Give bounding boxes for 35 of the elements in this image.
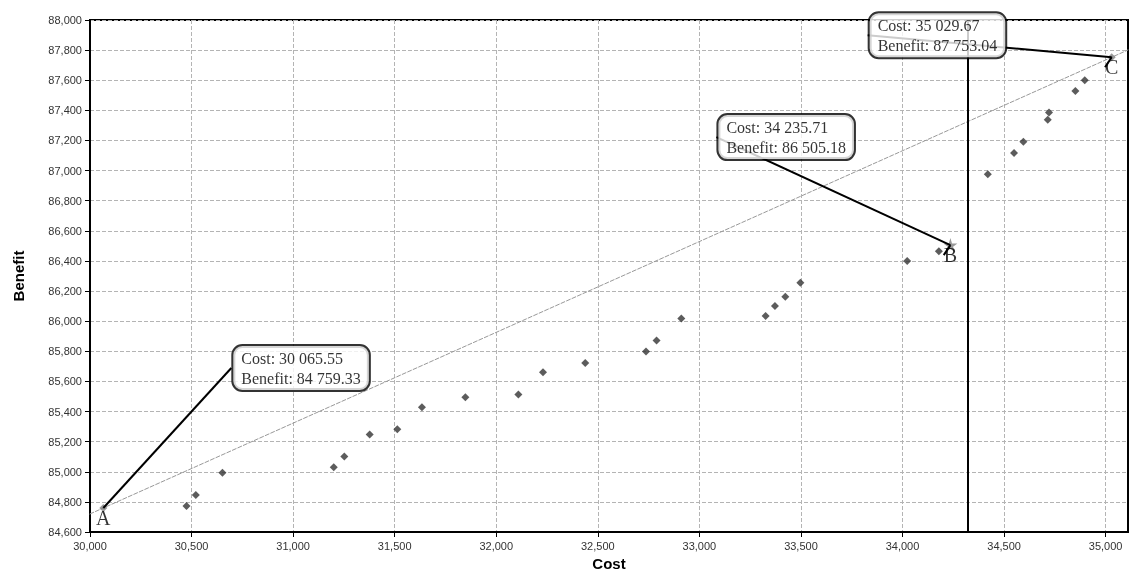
y-tick-label: 86,600 [48, 224, 82, 237]
x-tick-label: 32,000 [479, 539, 514, 552]
x-tick-label: 30,500 [174, 539, 209, 552]
y-tick-label: 88,000 [48, 14, 82, 26]
x-tick-label: 32,500 [581, 539, 615, 552]
y-tick-label: 86,200 [48, 285, 82, 298]
x-tick-label: 31,000 [276, 539, 310, 552]
y-tick-label: 86,800 [48, 194, 82, 207]
annotation: Cost: 35 029.67 Benefit: 87 753.04 [877, 16, 998, 54]
x-tick-label: 34,000 [885, 539, 920, 552]
y-tick-label: 85,800 [48, 345, 82, 358]
x-tick-label: 31,500 [377, 539, 412, 552]
y-tick-label: 87,200 [48, 134, 82, 147]
x-tick-label: 33,000 [682, 539, 717, 552]
x-tick-label: 34,500 [987, 539, 1021, 552]
y-tick-label: 84,800 [48, 495, 82, 508]
y-tick-label: 85,600 [48, 375, 82, 388]
y-tick-label: 87,400 [48, 104, 82, 117]
y-tick-label: 86,400 [48, 254, 82, 267]
y-tick-label: 85,400 [48, 405, 82, 418]
y-tick-label: 87,800 [48, 44, 82, 57]
y-tick-label: 86,000 [48, 315, 82, 328]
x-axis-title: Cost [592, 554, 626, 572]
y-tick-label: 87,000 [48, 164, 82, 177]
x-tick-label: 33,500 [784, 539, 818, 552]
x-tick-label: 35,000 [1088, 539, 1123, 552]
y-tick-label: 85,000 [48, 465, 82, 478]
annotation: Cost: 34 235.71 Benefit: 86 505.18 [726, 118, 846, 156]
y-axis-title: Benefit [10, 250, 27, 302]
y-tick-label: 85,200 [48, 435, 82, 448]
x-tick-label: 30,000 [73, 539, 107, 552]
annotation: A [96, 507, 112, 530]
annotation: Cost: 30 065.55 Benefit: 84 759.33 [241, 349, 361, 387]
y-tick-label: 87,600 [48, 74, 82, 87]
y-tick-label: 84,600 [48, 526, 82, 538]
